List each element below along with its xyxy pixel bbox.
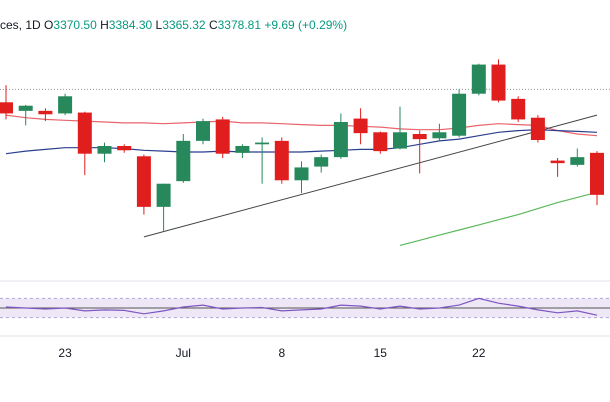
symbol-name: ces,	[0, 18, 23, 32]
candle-body	[255, 142, 270, 145]
candle-body	[590, 152, 604, 195]
ma-mid-line	[5, 129, 598, 155]
rsi-pane	[0, 297, 610, 337]
candle-body	[550, 160, 565, 164]
close-label: C	[208, 18, 218, 32]
high-value: 3384.30	[108, 18, 153, 32]
candle-body	[471, 64, 486, 94]
x-tick-label: 8	[278, 346, 285, 360]
candle-body	[373, 132, 388, 152]
trendline	[143, 114, 598, 238]
candle-body	[274, 140, 289, 181]
candle-body	[58, 96, 73, 114]
candle-body	[294, 167, 309, 181]
candle-body	[530, 117, 545, 140]
candle-body	[18, 105, 33, 111]
candle-body	[412, 134, 427, 140]
candle-body	[432, 132, 447, 139]
candle-body	[176, 140, 191, 182]
low-value: 3365.32	[162, 18, 206, 32]
close-value: 3378.81	[217, 18, 262, 32]
interval: 1D	[25, 18, 41, 32]
candle-body	[117, 146, 132, 151]
ma-slow-line	[399, 191, 598, 246]
candle-body	[136, 156, 151, 207]
candle-body	[97, 146, 112, 154]
candle-body	[353, 118, 368, 134]
candle-body	[393, 132, 407, 149]
price-pane	[0, 59, 610, 282]
price-legend: ces, 1D O3370.50 H3384.30 L3365.32 C3378…	[0, 18, 347, 32]
candle-body	[570, 157, 585, 165]
open-value: 3370.50	[53, 18, 97, 32]
time-axis: 23 Jul 8 15 22	[58, 346, 485, 360]
x-tick-label: 23	[58, 346, 72, 360]
x-tick-label: 22	[472, 346, 486, 360]
candle-body	[511, 98, 526, 120]
ma-fast-line	[5, 114, 598, 137]
candle-body	[235, 146, 250, 153]
high-label: H	[100, 18, 109, 32]
candle-body	[314, 157, 329, 167]
x-tick-label: 15	[374, 346, 388, 360]
candle-body	[491, 64, 506, 101]
candle-body	[77, 112, 92, 154]
candle-body	[38, 110, 53, 115]
candle-body	[215, 119, 230, 154]
candle-body	[156, 183, 171, 207]
candle-body	[196, 121, 210, 141]
open-label: O	[44, 18, 54, 32]
candle-body	[452, 93, 467, 136]
x-tick-label: Jul	[176, 346, 191, 360]
rsi-line	[5, 297, 598, 316]
candle-body	[333, 122, 348, 158]
low-label: L	[155, 18, 163, 32]
change-value: +9.69 (+0.29%)	[264, 18, 348, 32]
candle-body	[0, 102, 13, 114]
